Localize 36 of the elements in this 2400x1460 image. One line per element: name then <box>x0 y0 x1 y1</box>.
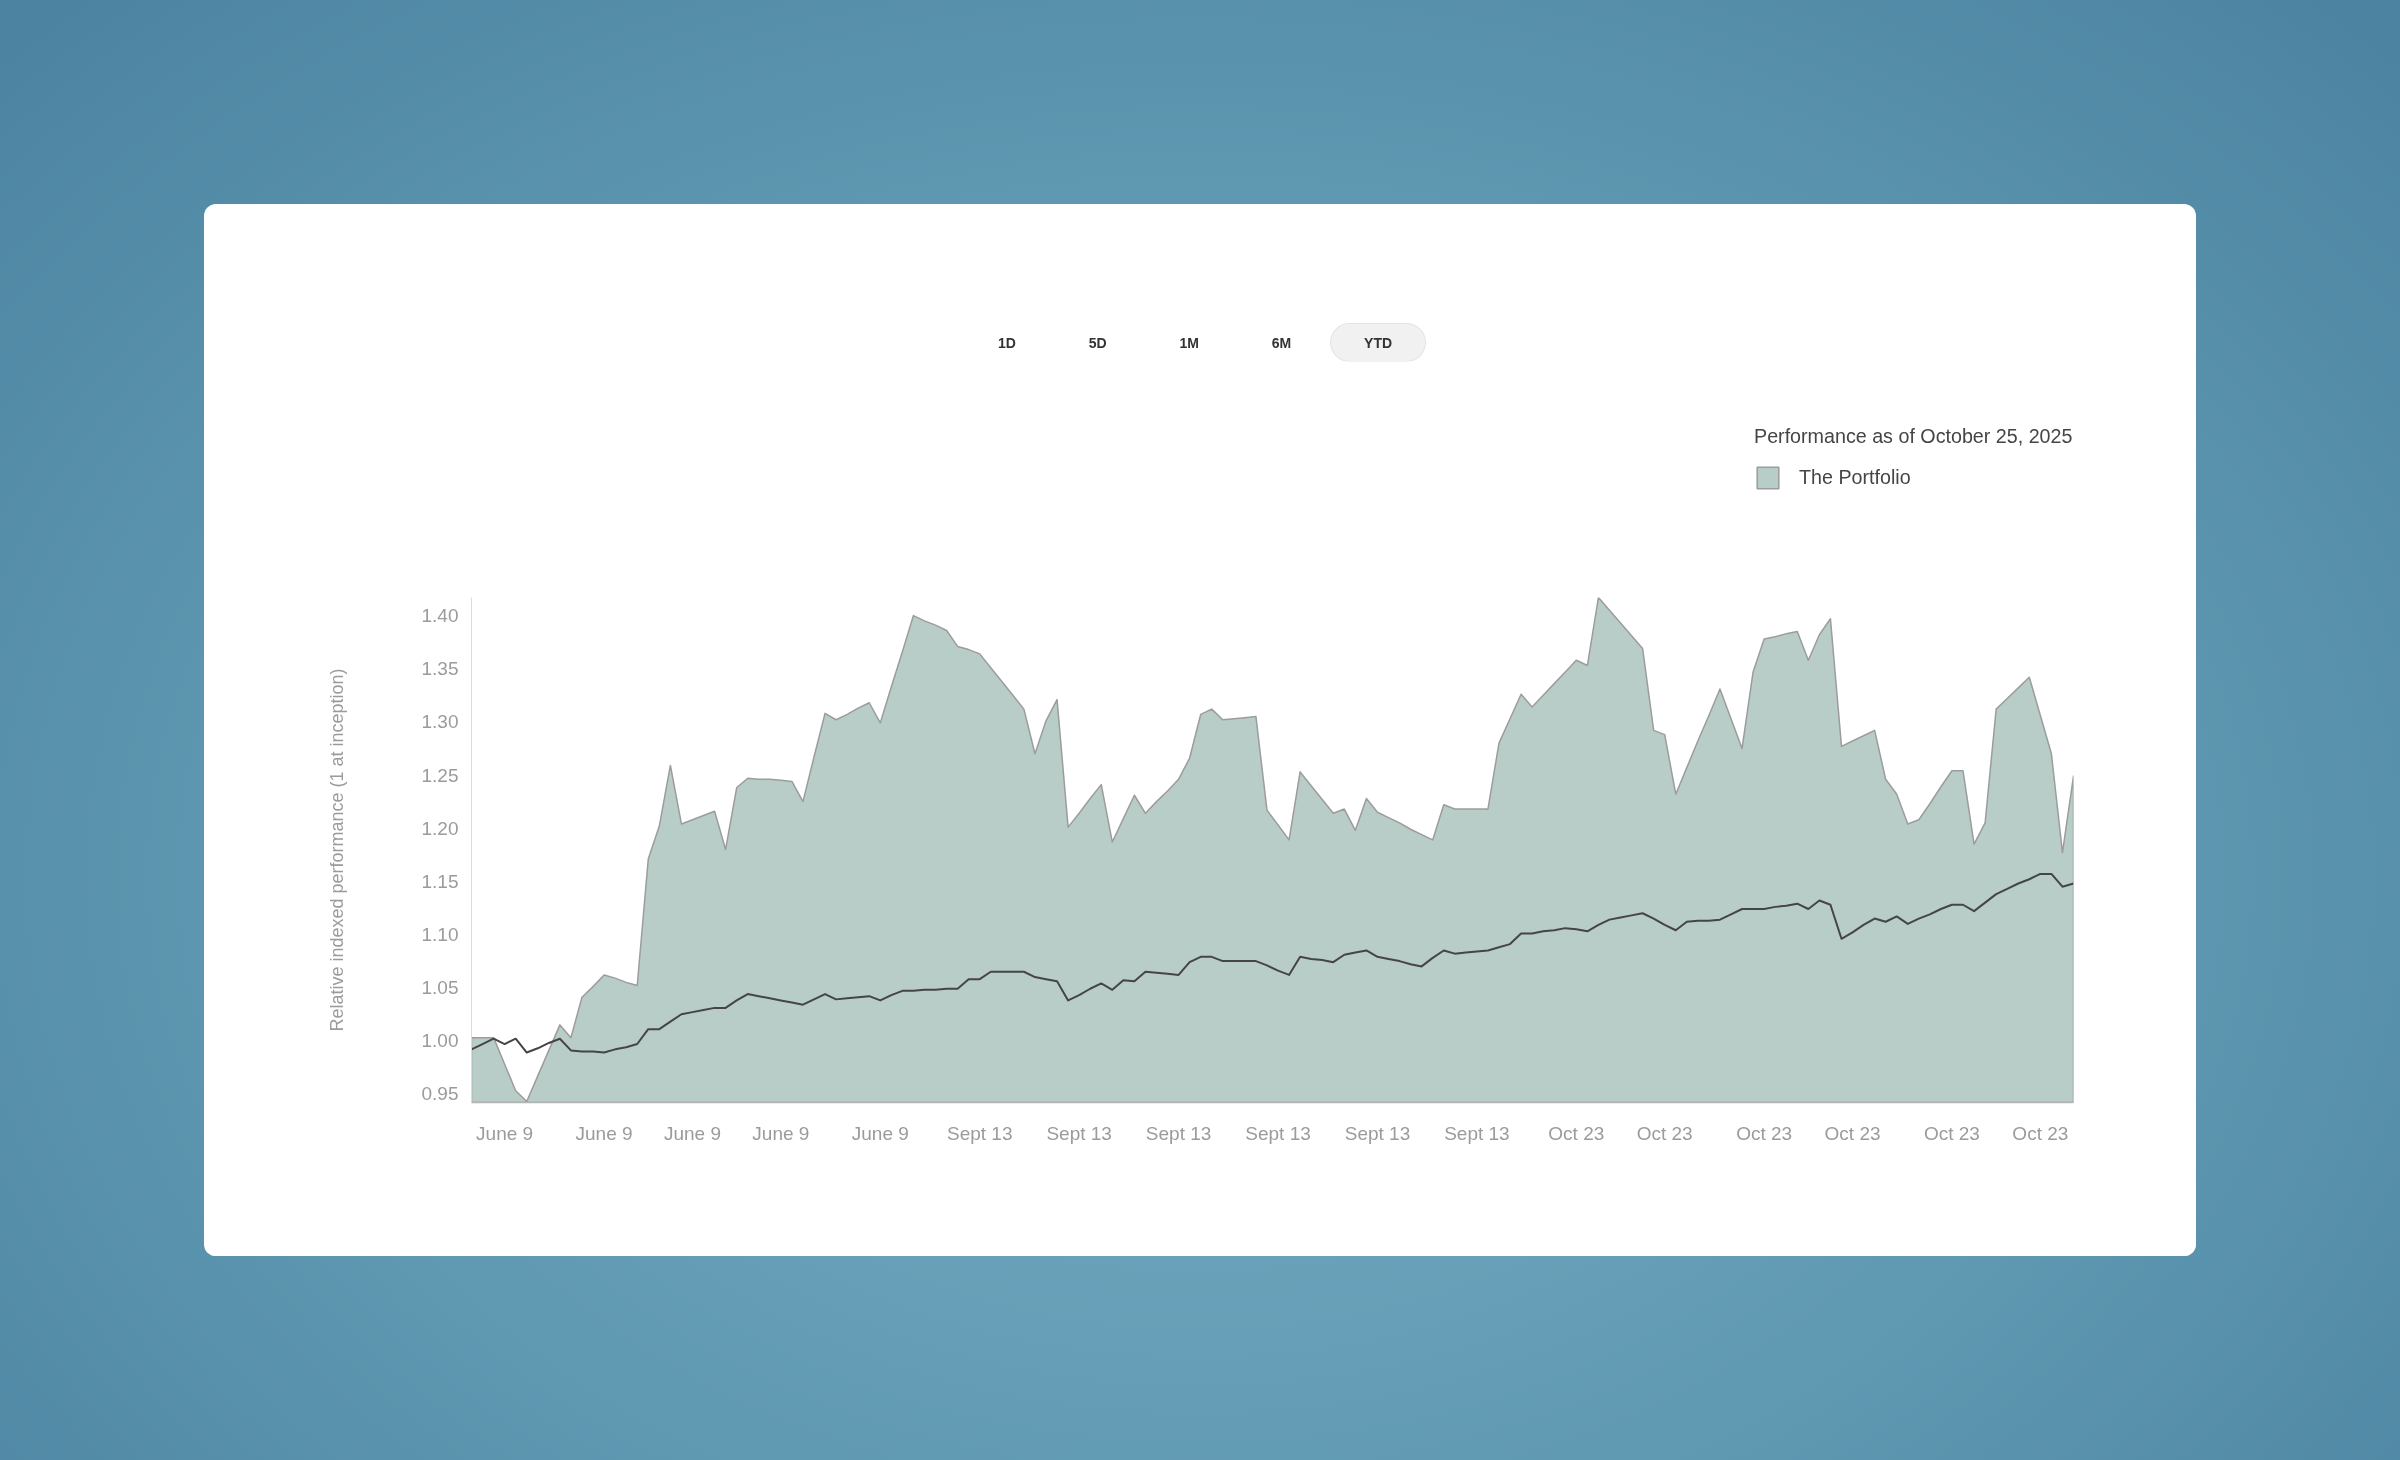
y-tick-label: 1.35 <box>421 658 459 680</box>
y-tick-label: 0.95 <box>421 1083 459 1105</box>
x-tick-label: Oct 23 <box>1548 1122 1605 1144</box>
y-tick-label: 1.25 <box>421 764 459 786</box>
x-tick-label: Sept 13 <box>1344 1122 1411 1144</box>
x-tick-label: June 9 <box>752 1122 810 1144</box>
y-tick-label: 1.40 <box>421 605 459 627</box>
x-tick-label: June 9 <box>851 1122 909 1144</box>
text: 1D <box>965 324 1049 361</box>
y-tick-label: 1.30 <box>421 711 459 733</box>
x-tick-label: Sept 13 <box>1245 1122 1311 1144</box>
y-tick-label: 1.10 <box>421 924 459 946</box>
text: 6M <box>1238 324 1325 361</box>
legend-title: Performance as of October 25, 2025 <box>1754 425 2073 448</box>
text: 1M <box>1146 324 1232 361</box>
x-tick-label: Oct 23 <box>1824 1122 1881 1144</box>
y-tick-label: 1.15 <box>421 870 459 892</box>
x-tick-label: Sept 13 <box>946 1122 1013 1144</box>
text: YTD <box>1331 324 1426 361</box>
x-tick-label: June 9 <box>476 1122 534 1144</box>
x-tick-label: June 9 <box>575 1122 633 1144</box>
x-tick-label: Sept 13 <box>1046 1122 1112 1144</box>
y-axis-title: Relative indexed performance (1 at inception) <box>326 668 347 1032</box>
text: 5D <box>1055 324 1140 361</box>
legend-label: The Portfolio <box>1799 466 1911 489</box>
x-tick-label: Oct 23 <box>1923 1122 1980 1144</box>
x-tick-label: Sept 13 <box>1444 1122 1510 1144</box>
y-tick-label: 1.20 <box>421 817 459 839</box>
x-tick-label: Oct 23 <box>1636 1122 1693 1144</box>
line-series <box>471 872 2074 1054</box>
x-tick-label: Oct 23 <box>1736 1122 1793 1144</box>
x-tick-label: Oct 23 <box>2012 1122 2069 1144</box>
x-tick-label: Sept 13 <box>1145 1122 1212 1144</box>
x-tick-label: June 9 <box>663 1122 721 1144</box>
y-tick-label: 1.05 <box>421 977 459 999</box>
y-tick-label: 1.00 <box>421 1030 459 1052</box>
